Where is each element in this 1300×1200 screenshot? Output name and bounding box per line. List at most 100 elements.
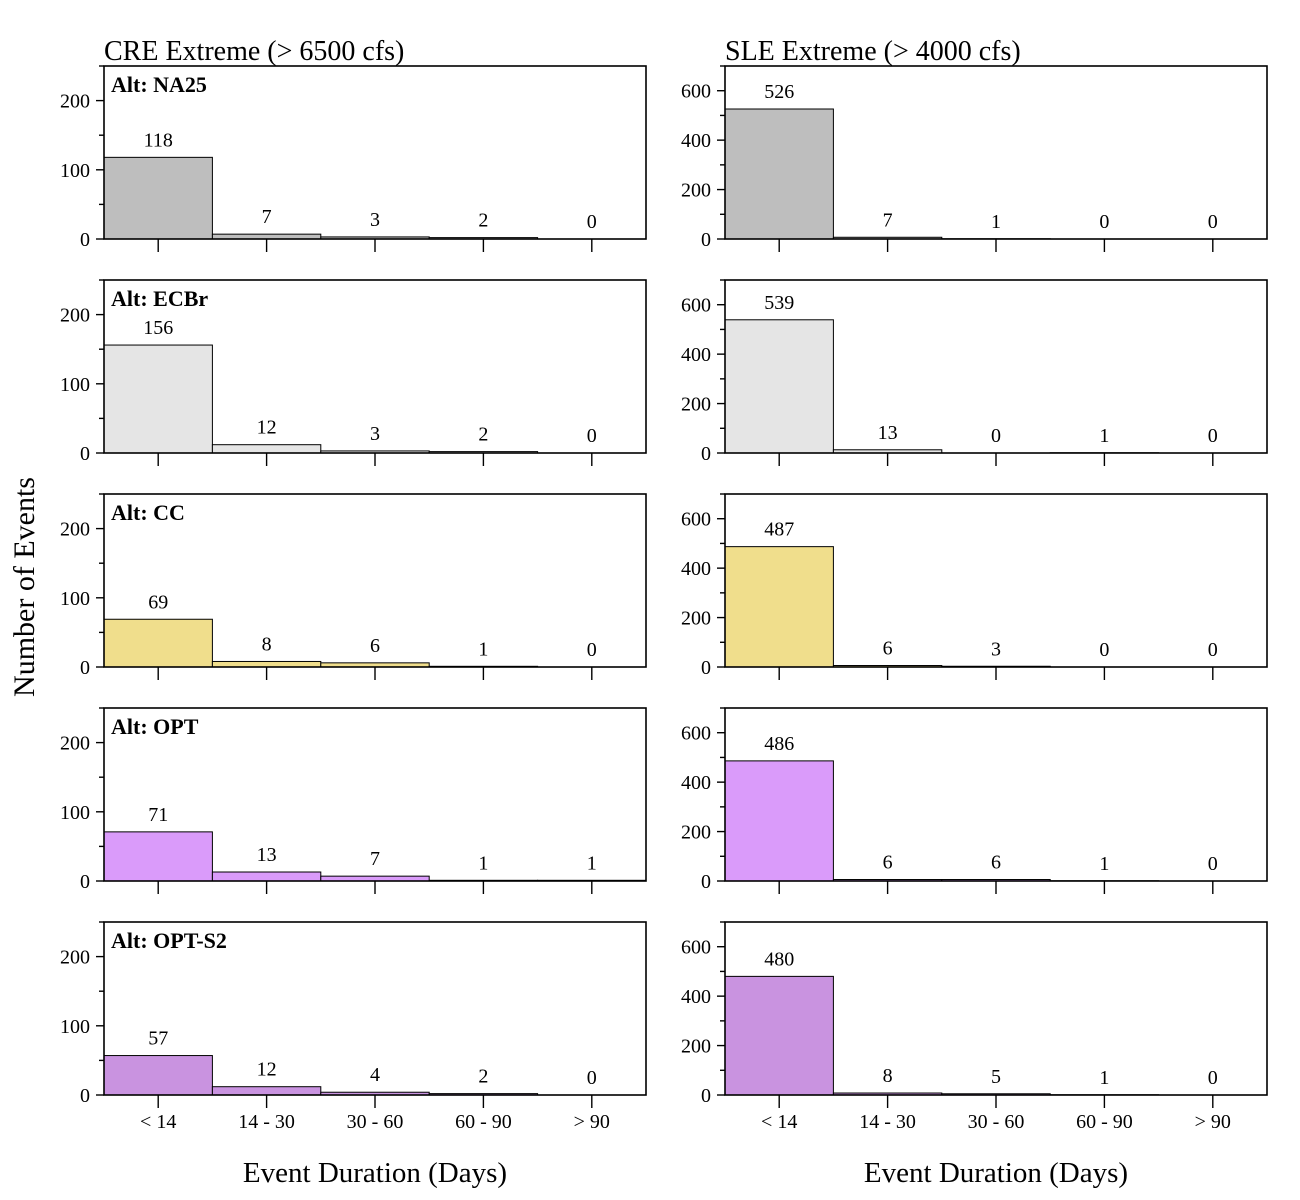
sle-y-tick-label: 0 [701, 1085, 711, 1107]
sle-y-tick-label: 400 [681, 986, 711, 1008]
cre-y-tick-label: 100 [60, 1016, 90, 1038]
cre-x-tick-label: < 14 [140, 1111, 176, 1133]
sle-y-tick-label: 0 [701, 657, 711, 679]
sle-y-tick-label: 400 [681, 772, 711, 794]
sle-y-tick-label: 200 [681, 394, 711, 416]
sle-bar-value-label: 539 [764, 292, 794, 314]
sle-bar [724, 319, 834, 454]
cre-column-title: CRE Extreme (> 6500 cfs) [104, 36, 404, 67]
cre-bar-value-label: 57 [148, 1028, 168, 1050]
sle-y-tick-label: 200 [681, 822, 711, 844]
cre-bar-value-label: 4 [370, 1064, 380, 1086]
cre-bar [103, 156, 213, 240]
sle-x-tick-label: 60 - 90 [1076, 1111, 1133, 1133]
alternative-label: Alt: NA25 [111, 72, 207, 97]
sle-bar [724, 760, 834, 882]
cre-bar [211, 444, 322, 454]
cre-bar-value-label: 2 [478, 424, 488, 446]
y-axis-label: Number of Events [8, 477, 41, 697]
cre-x-tick-label: 30 - 60 [347, 1111, 404, 1133]
cre-y-tick-label: 0 [80, 871, 90, 893]
cre-bar-value-label: 0 [587, 1067, 597, 1089]
cre-y-tick-label: 0 [80, 443, 90, 465]
sle-panel: 480 8 5 1 0 0 200 400 600 < 14 14 - 30 30 - 60 60 - … [681, 921, 1268, 1133]
sle-y-tick-label: 600 [681, 723, 711, 745]
cre-bar-value-label: 3 [370, 423, 380, 445]
sle-bar-value-label: 0 [1208, 639, 1218, 661]
sle-panel: 539 13 0 1 0 0 200 400 600 [681, 279, 1268, 466]
sle-bar-value-label: 480 [764, 948, 794, 970]
cre-y-tick-label: 0 [80, 229, 90, 251]
sle-bar-value-label: 1 [1099, 853, 1109, 875]
sle-bar-value-label: 1 [991, 211, 1001, 233]
cre-y-tick-label: 200 [60, 91, 90, 113]
sle-bar-value-label: 1 [1099, 1067, 1109, 1089]
cre-bar-value-label: 1 [478, 638, 488, 660]
cre-y-tick-label: 0 [80, 657, 90, 679]
cre-x-tick-label: 60 - 90 [455, 1111, 512, 1133]
sle-y-tick-label: 400 [681, 558, 711, 580]
cre-bar-value-label: 2 [478, 210, 488, 232]
cre-y-tick-label: 200 [60, 733, 90, 755]
sle-bar-value-label: 5 [991, 1066, 1001, 1088]
cre-bar-value-label: 7 [370, 848, 380, 870]
sle-bar-value-label: 0 [1099, 211, 1109, 233]
cre-bar [211, 660, 322, 668]
sle-bar-value-label: 6 [883, 852, 893, 874]
sle-bar-value-label: 1 [1099, 425, 1109, 447]
cre-x-tick-label: > 90 [574, 1111, 610, 1133]
alternative-label: Alt: OPT-S2 [111, 928, 227, 953]
cre-bar [103, 344, 213, 454]
sle-bar-value-label: 526 [764, 81, 794, 103]
cre-bar-value-label: 3 [370, 209, 380, 231]
sle-bar-value-label: 0 [1208, 853, 1218, 875]
cre-bar-value-label: 12 [257, 417, 277, 439]
cre-bar-value-label: 71 [148, 804, 168, 826]
sle-bar-value-label: 0 [991, 425, 1001, 447]
cre-y-tick-label: 0 [80, 1085, 90, 1107]
sle-bar [724, 546, 834, 668]
sle-bar-value-label: 13 [878, 422, 898, 444]
sle-bar [724, 108, 834, 240]
cre-bar [103, 831, 213, 882]
sle-y-tick-label: 400 [681, 130, 711, 152]
sle-panel: 526 7 1 0 0 0 200 400 600 [681, 65, 1268, 252]
alternative-label: Alt: CC [111, 500, 185, 525]
sle-bar-value-label: 486 [764, 733, 794, 755]
sle-y-tick-label: 400 [681, 344, 711, 366]
x-axis-label-cre: Event Duration (Days) [243, 1157, 507, 1189]
sle-y-tick-label: 0 [701, 443, 711, 465]
sle-bar-value-label: 3 [991, 638, 1001, 660]
sle-bar-value-label: 0 [1208, 425, 1218, 447]
cre-y-tick-label: 200 [60, 305, 90, 327]
sle-bar-value-label: 6 [991, 852, 1001, 874]
cre-bar-value-label: 1 [587, 852, 597, 874]
sle-x-tick-label: < 14 [761, 1111, 797, 1133]
cre-bar-value-label: 69 [148, 591, 168, 613]
cre-bar-value-label: 0 [587, 425, 597, 447]
cre-bar-value-label: 118 [144, 129, 173, 151]
sle-y-tick-label: 600 [681, 295, 711, 317]
cre-bar-value-label: 8 [262, 633, 272, 655]
sle-bar-value-label: 7 [883, 209, 893, 231]
sle-y-tick-label: 600 [681, 509, 711, 531]
sle-y-tick-label: 0 [701, 871, 711, 893]
cre-bar-value-label: 7 [262, 206, 272, 228]
cre-bar-value-label: 6 [370, 635, 380, 657]
sle-bar-value-label: 6 [883, 638, 893, 660]
sle-column-title: SLE Extreme (> 4000 cfs) [725, 36, 1021, 67]
sle-y-tick-label: 600 [681, 937, 711, 959]
sle-bar-value-label: 8 [883, 1065, 893, 1087]
cre-bar [103, 1055, 213, 1096]
sle-bar-value-label: 487 [764, 519, 794, 541]
cre-y-tick-label: 100 [60, 374, 90, 396]
cre-bar-value-label: 12 [257, 1059, 277, 1081]
cre-bar [211, 1086, 322, 1096]
cre-bar [211, 871, 322, 882]
sle-bar-value-label: 0 [1208, 211, 1218, 233]
cre-x-tick-label: 14 - 30 [238, 1111, 295, 1133]
cre-y-tick-label: 100 [60, 588, 90, 610]
